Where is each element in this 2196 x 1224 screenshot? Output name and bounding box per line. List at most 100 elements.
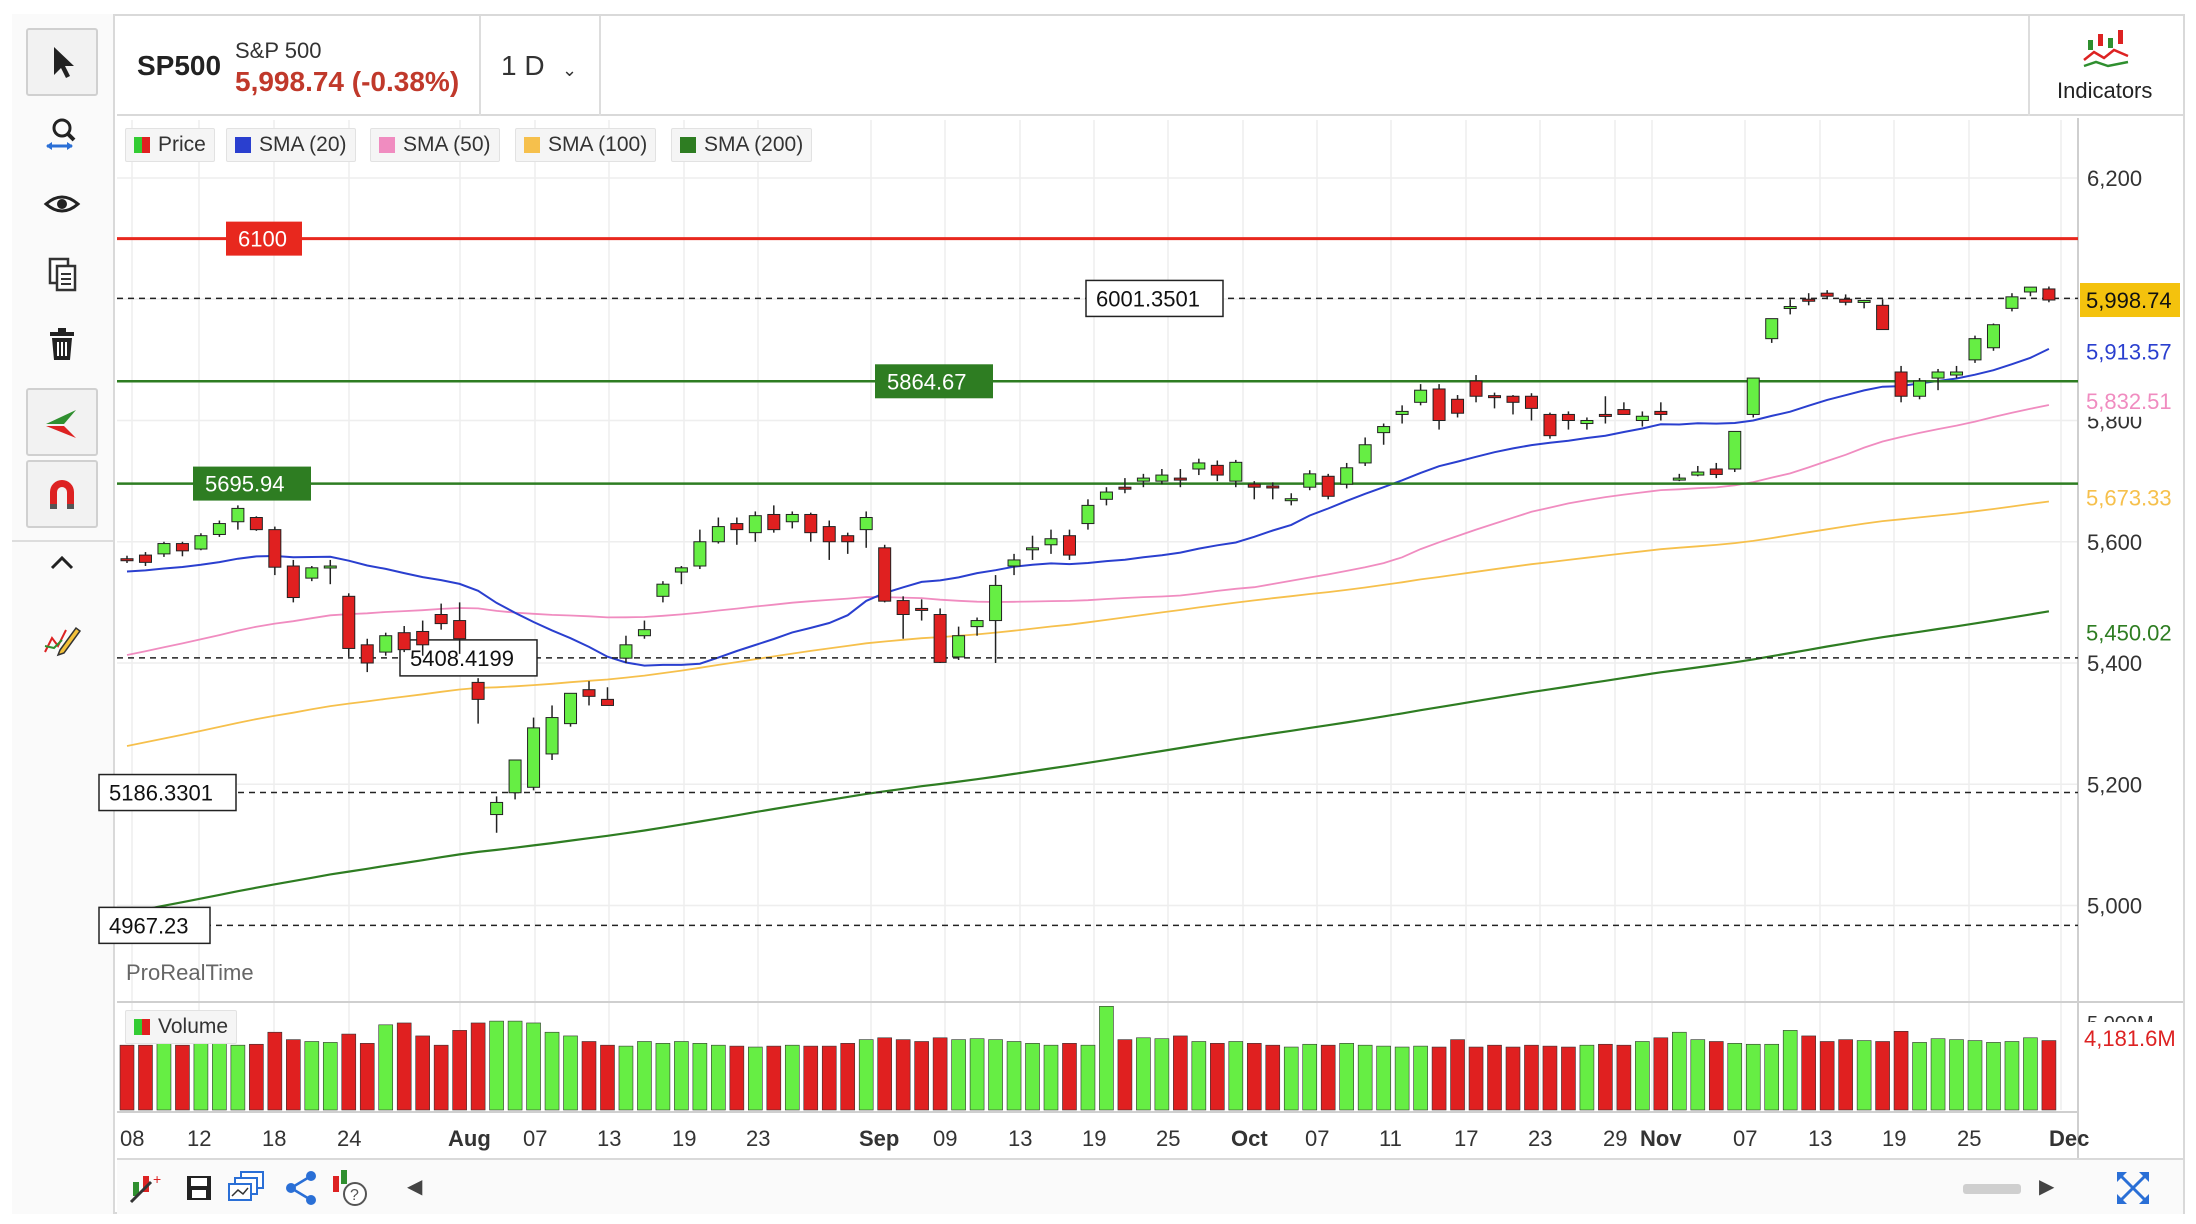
sma-badge-box (2080, 481, 2180, 514)
candle-body (804, 513, 818, 534)
candle-body (1691, 471, 1705, 476)
legend-sma20[interactable]: SMA (20) (226, 128, 356, 162)
candle-body (1543, 413, 1557, 437)
candle (1099, 487, 1113, 506)
candle (1728, 430, 1742, 473)
level-label-box (98, 773, 237, 812)
candle-body (1728, 430, 1742, 470)
volume-bar (286, 1039, 301, 1111)
time-tick-label: 07 (1305, 1126, 1329, 1151)
legend-price[interactable]: Price (125, 128, 215, 162)
volume-bar (156, 1043, 172, 1111)
candle-body (305, 567, 319, 579)
candle-body (1783, 306, 1797, 310)
legend-label: Price (158, 133, 206, 156)
candle-body (1820, 292, 1834, 297)
save-button[interactable] (179, 1168, 219, 1208)
volume-bar (1487, 1044, 1502, 1111)
candle (2023, 286, 2037, 297)
candle (360, 638, 374, 673)
candle (416, 620, 430, 656)
volume-bar (1357, 1044, 1373, 1111)
trend-tool-button[interactable] (26, 388, 98, 456)
layouts-button[interactable] (227, 1168, 267, 1208)
time-tick-label: 07 (523, 1126, 547, 1151)
delete-tool-button[interactable] (26, 310, 98, 378)
candle-body (656, 583, 670, 597)
scrollbar-thumb[interactable] (1963, 1184, 2021, 1194)
scroll-left-button[interactable]: ◀ (407, 1176, 423, 1198)
sma50-swatch-icon (379, 137, 395, 153)
volume-bar (1561, 1046, 1576, 1111)
volume-bar (969, 1038, 985, 1111)
volume-bar (1764, 1043, 1780, 1111)
candle-body (1118, 486, 1132, 490)
scroll-right-button[interactable]: ▶ (2039, 1176, 2055, 1198)
copy-icon (48, 257, 77, 292)
volume-bar (1283, 1046, 1299, 1111)
new-chart-icon: + (129, 1171, 161, 1204)
volume-bar (748, 1046, 763, 1111)
candle-body (1488, 395, 1502, 399)
volume-bar (119, 1044, 135, 1111)
candle-body (1857, 299, 1871, 303)
time-tick-label: 19 (672, 1126, 696, 1151)
toolbar-divider (12, 540, 113, 542)
time-tick-label: 12 (187, 1126, 211, 1151)
zoom-tool-button[interactable] (26, 100, 98, 168)
candle-body (1414, 389, 1428, 403)
candle (1414, 384, 1428, 406)
candle-body (1709, 468, 1723, 475)
candle (1598, 396, 1612, 424)
candle (305, 566, 319, 582)
legend-sma200[interactable]: SMA (200) (671, 128, 813, 162)
level-label: 5695.94 (205, 472, 285, 497)
symbol-label: SP500 (137, 50, 222, 81)
volume-bar (304, 1041, 320, 1111)
candle-body (1395, 410, 1409, 415)
candle-body (1062, 535, 1076, 556)
legend-sma100[interactable]: SMA (100) (515, 128, 657, 162)
magnet-tool-button[interactable] (26, 460, 98, 528)
time-tick-label: 19 (1082, 1126, 1106, 1151)
chevron-down-icon: ⌄ (562, 60, 578, 80)
candle-body (1913, 380, 1927, 397)
volume-bar (1708, 1041, 1724, 1111)
share-button[interactable] (281, 1168, 321, 1208)
candle (656, 581, 670, 603)
candle-body (1746, 377, 1760, 415)
candle (138, 552, 152, 566)
help-button[interactable]: ? (329, 1168, 369, 1208)
pointer-tool-button[interactable] (26, 28, 98, 96)
visibility-tool-button[interactable] (26, 170, 98, 238)
legend-sma50[interactable]: SMA (50) (370, 128, 500, 162)
volume-bar (1431, 1046, 1447, 1111)
legend-volume[interactable]: Volume (125, 1010, 238, 1044)
candle (1321, 473, 1335, 500)
volume-bar (2004, 1041, 2020, 1111)
volume-bar (563, 1035, 578, 1111)
volume-bar (1043, 1044, 1059, 1111)
time-tick-label: 25 (1957, 1126, 1981, 1151)
time-tick-label: Nov (1640, 1126, 1682, 1151)
help-chart-icon: ? (333, 1170, 367, 1206)
volume-bar (1505, 1046, 1521, 1111)
bottom-toolbar: + ? ◀ ▶ (117, 1158, 2183, 1214)
candles (120, 286, 2056, 833)
candle (471, 678, 485, 724)
new-chart-button[interactable]: + (127, 1168, 167, 1208)
candle-body (397, 632, 411, 651)
sma-badge-label: 5,913.57 (2086, 340, 2172, 365)
level-label: 4967.23 (109, 913, 189, 938)
volume-bar (1912, 1042, 1927, 1111)
candle (527, 717, 541, 791)
drawing-tool-button[interactable] (26, 604, 98, 672)
price-tick-label: 5,400 (2087, 651, 2142, 676)
collapse-toolbar-button[interactable] (26, 544, 98, 580)
volume-bar (396, 1022, 412, 1111)
copy-tool-button[interactable] (26, 240, 98, 308)
volume-bar (858, 1039, 874, 1111)
fullscreen-icon[interactable] (2113, 1168, 2153, 1208)
price-tick-label: 5,600 (2087, 530, 2142, 555)
